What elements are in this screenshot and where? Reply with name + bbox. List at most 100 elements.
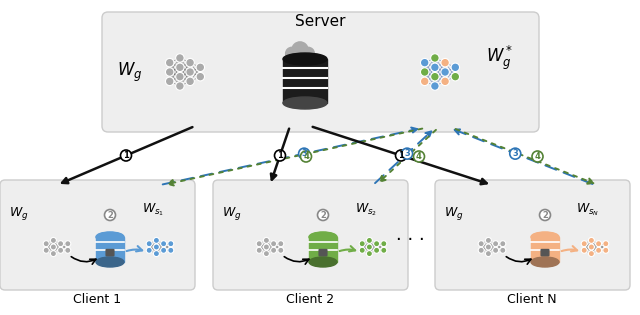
Circle shape bbox=[366, 244, 372, 250]
Circle shape bbox=[302, 47, 314, 60]
Text: 1: 1 bbox=[277, 151, 283, 160]
Text: $W_g$: $W_g$ bbox=[117, 60, 143, 83]
Circle shape bbox=[58, 247, 63, 253]
Circle shape bbox=[175, 63, 184, 72]
Circle shape bbox=[603, 241, 609, 247]
Circle shape bbox=[381, 241, 387, 247]
Circle shape bbox=[51, 244, 56, 250]
Text: 4: 4 bbox=[534, 152, 540, 161]
Text: 2: 2 bbox=[107, 210, 113, 220]
Circle shape bbox=[588, 244, 595, 250]
Circle shape bbox=[58, 241, 63, 247]
Circle shape bbox=[186, 58, 195, 67]
Ellipse shape bbox=[96, 232, 124, 242]
Circle shape bbox=[381, 247, 387, 253]
Circle shape bbox=[603, 247, 609, 253]
Circle shape bbox=[441, 58, 449, 67]
Circle shape bbox=[540, 209, 550, 220]
Circle shape bbox=[441, 68, 449, 76]
Text: Client 1: Client 1 bbox=[73, 293, 121, 306]
Circle shape bbox=[120, 150, 131, 161]
Circle shape bbox=[478, 247, 484, 253]
Circle shape bbox=[196, 63, 205, 72]
Circle shape bbox=[431, 82, 439, 90]
Text: 4: 4 bbox=[303, 152, 309, 161]
FancyArrowPatch shape bbox=[456, 129, 593, 184]
Circle shape bbox=[402, 148, 413, 159]
Circle shape bbox=[186, 77, 195, 86]
Circle shape bbox=[532, 151, 543, 162]
Text: 3: 3 bbox=[404, 149, 410, 158]
Circle shape bbox=[451, 63, 460, 72]
Circle shape bbox=[154, 238, 159, 243]
Ellipse shape bbox=[309, 232, 337, 242]
Ellipse shape bbox=[309, 257, 337, 267]
Ellipse shape bbox=[283, 97, 327, 109]
Circle shape bbox=[264, 251, 269, 257]
Circle shape bbox=[44, 241, 49, 247]
Polygon shape bbox=[283, 59, 327, 103]
Circle shape bbox=[299, 148, 310, 159]
FancyArrowPatch shape bbox=[62, 127, 193, 183]
Circle shape bbox=[256, 241, 262, 247]
Text: $W_g$: $W_g$ bbox=[9, 204, 29, 221]
Text: Client 2: Client 2 bbox=[286, 293, 334, 306]
Text: $W_{s_1}$: $W_{s_1}$ bbox=[142, 202, 164, 218]
FancyBboxPatch shape bbox=[435, 180, 630, 290]
Text: $W_{s_2}$: $W_{s_2}$ bbox=[355, 202, 377, 218]
Circle shape bbox=[374, 241, 380, 247]
Circle shape bbox=[146, 247, 152, 253]
FancyArrowPatch shape bbox=[168, 129, 422, 186]
Circle shape bbox=[175, 54, 184, 62]
Circle shape bbox=[366, 251, 372, 257]
Circle shape bbox=[441, 77, 449, 86]
FancyArrowPatch shape bbox=[380, 130, 436, 182]
Circle shape bbox=[166, 68, 174, 76]
Circle shape bbox=[485, 244, 492, 250]
Circle shape bbox=[451, 72, 460, 81]
Text: $W_g$: $W_g$ bbox=[222, 204, 242, 221]
Circle shape bbox=[161, 241, 166, 247]
Circle shape bbox=[317, 209, 328, 220]
Polygon shape bbox=[531, 237, 559, 262]
Text: Server: Server bbox=[295, 14, 345, 29]
Circle shape bbox=[374, 247, 380, 253]
Circle shape bbox=[104, 209, 115, 220]
Text: · · ·: · · · bbox=[396, 231, 424, 249]
Circle shape bbox=[44, 247, 49, 253]
Ellipse shape bbox=[531, 232, 559, 242]
Circle shape bbox=[301, 151, 312, 162]
Circle shape bbox=[146, 241, 152, 247]
Circle shape bbox=[485, 238, 492, 243]
Circle shape bbox=[264, 238, 269, 243]
Circle shape bbox=[431, 63, 439, 72]
Circle shape bbox=[154, 244, 159, 250]
Circle shape bbox=[509, 148, 521, 159]
Circle shape bbox=[431, 54, 439, 62]
Ellipse shape bbox=[96, 257, 124, 267]
Text: 1: 1 bbox=[123, 151, 129, 160]
Circle shape bbox=[278, 247, 284, 253]
Circle shape bbox=[154, 251, 159, 257]
Circle shape bbox=[493, 247, 499, 253]
Circle shape bbox=[581, 241, 588, 247]
FancyArrowPatch shape bbox=[163, 128, 417, 184]
Circle shape bbox=[161, 247, 166, 253]
Circle shape bbox=[175, 72, 184, 81]
Circle shape bbox=[596, 247, 602, 253]
Circle shape bbox=[291, 53, 302, 64]
Circle shape bbox=[166, 77, 174, 86]
Circle shape bbox=[166, 58, 174, 67]
Circle shape bbox=[366, 238, 372, 243]
Text: 1: 1 bbox=[398, 151, 404, 160]
Polygon shape bbox=[96, 237, 124, 262]
Circle shape bbox=[168, 247, 174, 253]
Circle shape bbox=[292, 42, 308, 58]
Circle shape bbox=[420, 58, 429, 67]
Text: 3: 3 bbox=[513, 149, 518, 158]
Circle shape bbox=[256, 247, 262, 253]
Polygon shape bbox=[309, 237, 337, 262]
Circle shape bbox=[294, 54, 305, 64]
Circle shape bbox=[485, 251, 492, 257]
Circle shape bbox=[175, 82, 184, 90]
